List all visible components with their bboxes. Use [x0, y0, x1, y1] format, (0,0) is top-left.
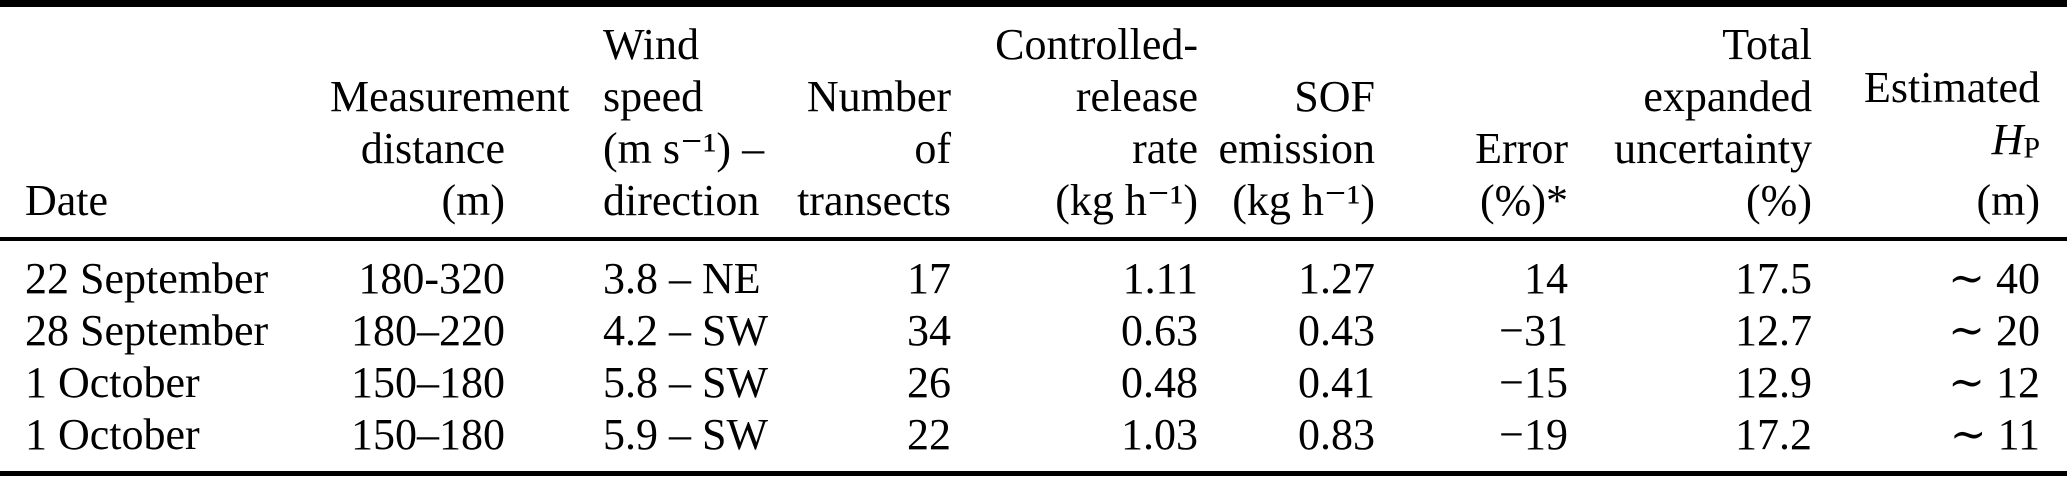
header-line: emission: [1218, 124, 1375, 173]
header-line: uncertainty: [1614, 124, 1812, 173]
header-line: (kg h⁻¹): [1055, 176, 1198, 225]
header-line: direction: [603, 176, 760, 225]
table-row: 22 September 180-320 3.8 – NE 17 1.11 1.…: [0, 239, 2067, 305]
cell-uncertainty: 17.5: [1735, 254, 1812, 303]
cell-distance: 180–220: [351, 306, 505, 355]
cell-estimated-hp: ∼ 11: [1949, 410, 2040, 459]
header-line: Error: [1475, 124, 1568, 173]
cell-error: −19: [1499, 410, 1568, 459]
header-line: of: [914, 124, 951, 173]
cell-release-rate: 1.11: [1122, 254, 1198, 303]
cell-uncertainty: 17.2: [1735, 410, 1812, 459]
cell-error: −31: [1499, 306, 1568, 355]
header-line: Measurement: [330, 72, 570, 121]
header-wind-speed: Wind speed (m s⁻¹) – direction: [515, 3, 765, 241]
header-line: Number: [806, 72, 951, 121]
header-line-hp-symbol: HP: [1815, 114, 2040, 175]
header-line: (%)*: [1480, 176, 1568, 225]
cell-date: 28 September: [25, 306, 269, 355]
header-line: Date: [25, 176, 109, 225]
header-line: distance: [360, 124, 505, 173]
cell-distance: 150–180: [351, 358, 505, 407]
table-body: 22 September 180-320 3.8 – NE 17 1.11 1.…: [0, 239, 2067, 474]
header-line: (kg h⁻¹): [1232, 176, 1375, 225]
header-total-uncertainty: Total expanded uncertainty (%): [1570, 3, 1815, 241]
header-measurement-distance: Measurement distance (m): [330, 3, 570, 241]
header-date: Date: [0, 3, 330, 241]
cell-transects: 17: [907, 254, 951, 303]
header-line: rate: [1132, 124, 1198, 173]
header-line: Controlled-: [995, 20, 1198, 69]
cell-transects: 34: [907, 306, 951, 355]
cell-release-rate: 0.63: [1121, 306, 1198, 355]
header-line: release: [1075, 72, 1198, 121]
header-line: (m): [441, 176, 505, 225]
header-error: Error (%)*: [1380, 3, 1570, 241]
cell-estimated-hp: ∼ 12: [1948, 358, 2040, 407]
cell-sof-emission: 1.27: [1298, 254, 1375, 303]
table-header: Date Measurement distance (m) Wind speed…: [0, 3, 2067, 241]
cell-release-rate: 1.03: [1121, 410, 1198, 459]
cell-estimated-hp: ∼ 20: [1948, 306, 2040, 355]
cell-release-rate: 0.48: [1121, 358, 1198, 407]
cell-uncertainty: 12.9: [1735, 358, 1812, 407]
cell-wind: 4.2 – SW: [603, 306, 768, 355]
header-release-rate: Controlled- release rate (kg h⁻¹): [955, 3, 1200, 241]
header-line: Total: [1722, 20, 1812, 69]
header-line: SOF: [1294, 72, 1375, 121]
header-line: (m s⁻¹) –: [603, 124, 765, 173]
hp-symbol-subscript: P: [2023, 132, 2040, 165]
header-line: expanded: [1643, 72, 1812, 121]
cell-date: 1 October: [25, 410, 200, 459]
cell-date: 1 October: [25, 358, 200, 407]
header-line: Wind: [603, 20, 699, 69]
header-line: (%): [1746, 176, 1812, 225]
cell-sof-emission: 0.43: [1298, 306, 1375, 355]
header-sof-emission: SOF emission (kg h⁻¹): [1200, 3, 1380, 241]
table-row: 28 September 180–220 4.2 – SW 34 0.63 0.…: [0, 305, 2067, 357]
cell-error: 14: [1524, 254, 1568, 303]
cell-uncertainty: 12.7: [1735, 306, 1812, 355]
header-line: (m): [1976, 176, 2040, 225]
cell-wind: 5.9 – SW: [603, 410, 768, 459]
table-row: 1 October 150–180 5.8 – SW 26 0.48 0.41 …: [0, 357, 2067, 409]
header-row: Date Measurement distance (m) Wind speed…: [0, 3, 2067, 241]
header-line: transects: [797, 176, 951, 225]
cell-transects: 26: [907, 358, 951, 407]
cell-estimated-hp: ∼ 40: [1948, 254, 2040, 303]
cell-date: 22 September: [25, 254, 269, 303]
cell-sof-emission: 0.83: [1298, 410, 1375, 459]
hp-symbol-italic: H: [1991, 115, 2024, 165]
table-row: 1 October 150–180 5.9 – SW 22 1.03 0.83 …: [0, 409, 2067, 474]
cell-distance: 150–180: [351, 410, 505, 459]
header-estimated-hp: Estimated HP (m): [1815, 3, 2067, 241]
header-line: speed: [603, 72, 704, 121]
cell-error: −15: [1499, 358, 1568, 407]
cell-wind: 5.8 – SW: [603, 358, 768, 407]
cell-sof-emission: 0.41: [1298, 358, 1375, 407]
header-num-transects: Number of transects: [765, 3, 955, 241]
cell-transects: 22: [907, 410, 951, 459]
header-line: Estimated: [1864, 63, 2040, 113]
cell-distance: 180-320: [358, 254, 505, 303]
cell-wind: 3.8 – NE: [603, 254, 761, 303]
